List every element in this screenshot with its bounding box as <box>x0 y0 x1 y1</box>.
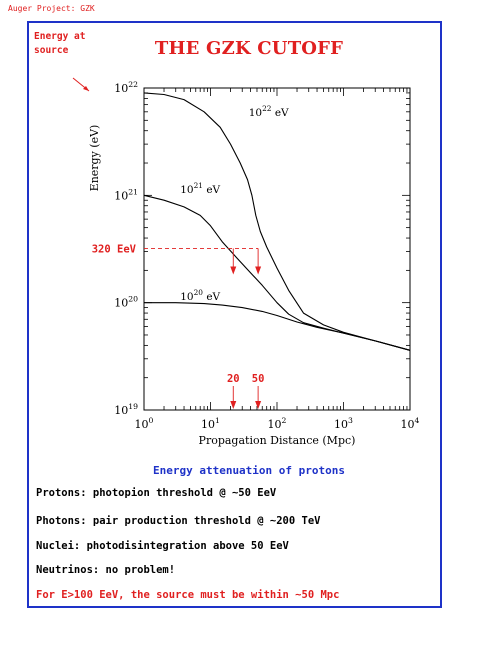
y-tick-label: 1019 <box>114 402 138 417</box>
series-label-21: 1021 eV <box>180 181 220 196</box>
series-line-20 <box>144 302 411 351</box>
energy-at-source-line1: Energy at <box>34 31 86 42</box>
y-tick-label: 1020 <box>114 295 138 310</box>
statement-nuclei: Nuclei: photodisintegration above 50 EeV <box>36 540 289 552</box>
statement-photons: Photons: pair production threshold @ ~20… <box>36 515 321 527</box>
distance-marker-label: 20 <box>227 373 240 385</box>
drop-arrowhead <box>230 266 237 275</box>
page-title: THE GZK CUTOFF <box>154 38 344 59</box>
chart-caption: Energy attenuation of protons <box>152 464 346 477</box>
hline-label: 320 EeV <box>92 243 137 255</box>
y-tick-label: 1022 <box>114 80 138 95</box>
energy-at-source-label: Energy at source <box>34 30 85 58</box>
x-axis-label: Propagation Distance (Mpc) <box>199 434 356 447</box>
plot-frame <box>143 87 411 411</box>
series-line-22 <box>143 92 411 351</box>
drop-arrowhead <box>255 266 262 275</box>
distance-marker-label: 50 <box>252 373 265 385</box>
series-label-20: 1020 eV <box>180 288 220 303</box>
distance-marker-arrowhead <box>230 401 237 409</box>
x-tick-label: 102 <box>268 416 287 431</box>
y-tick-label: 1021 <box>114 187 138 202</box>
header-label: Auger Project: GZK <box>8 4 95 13</box>
x-tick-label: 104 <box>401 416 420 431</box>
energy-at-source-arrowhead <box>83 86 89 91</box>
statement-conclusion: For E>100 EeV, the source must be within… <box>36 589 340 601</box>
slide-frame <box>27 21 442 608</box>
series-label-22: 1022 eV <box>249 104 289 119</box>
y-axis-label: Energy (eV) <box>88 125 101 192</box>
distance-marker-arrowhead <box>255 401 262 409</box>
x-tick-label: 100 <box>135 416 154 431</box>
statement-protons: Protons: photopion threshold @ ~50 EeV <box>36 487 277 499</box>
series-line-21 <box>143 194 411 351</box>
x-tick-label: 103 <box>334 416 353 431</box>
x-tick-label: 101 <box>201 416 220 431</box>
energy-at-source-line2: source <box>34 45 69 56</box>
statement-neutrinos: Neutrinos: no problem! <box>36 564 176 576</box>
